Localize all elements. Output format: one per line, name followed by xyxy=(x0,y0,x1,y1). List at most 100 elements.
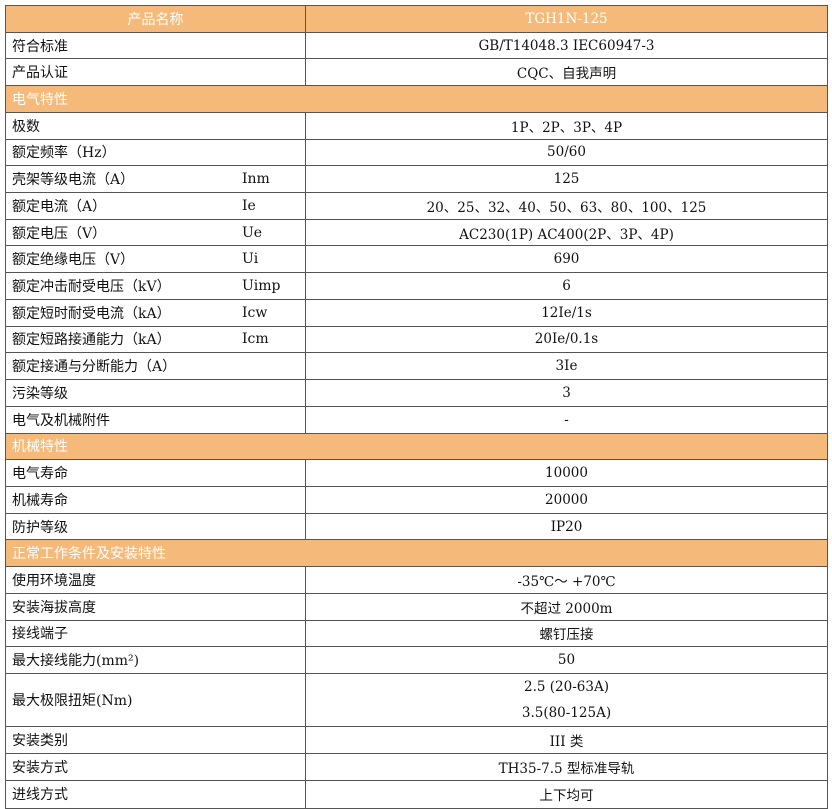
param-label: 额定频率（Hz） xyxy=(12,145,116,162)
value-cell: 上下均可 xyxy=(306,781,827,808)
param-cell: 额定接通与分断能力（A） xyxy=(6,353,306,380)
table-row: 安装方式 TH35-7.5 型标准导轨 xyxy=(6,754,827,781)
param-cell: 电气及机械附件 xyxy=(6,406,306,433)
value-cell: 3 xyxy=(306,380,827,406)
section-header: 电气特性 xyxy=(6,86,827,113)
param-value: III 类 xyxy=(549,734,584,751)
table-row: 最大极限扭矩(Nm) 2.5 (20-63A) 3.5(80-125A) xyxy=(6,673,827,728)
param-cell: 产品认证 xyxy=(6,59,306,86)
table-row: 额定接通与分断能力（A） 3Ie xyxy=(6,353,827,381)
value-cell: III 类 xyxy=(306,727,827,753)
param-cell: 电气寿命 xyxy=(6,460,306,486)
param-value: 20000 xyxy=(545,491,588,508)
value-cell: 螺钉压接 xyxy=(306,621,827,647)
value-cell: 12Ie/1s xyxy=(306,300,827,326)
param-label: 机械寿命 xyxy=(12,492,68,509)
param-label: 最大接线能力(mm²) xyxy=(12,653,140,670)
param-value: 3.5(80-125A) xyxy=(521,705,612,722)
value-cell: GB/T14048.3 IEC60947-3 xyxy=(306,33,827,59)
table-row: 最大接线能力(mm²) 50 xyxy=(6,647,827,674)
param-label: 接线端子 xyxy=(12,626,68,643)
param-value: 6 xyxy=(562,278,571,295)
param-label: 额定绝缘电压（V） xyxy=(12,252,135,269)
param-value: 1P、2P、3P、4P xyxy=(510,119,623,136)
value-cell: 50 xyxy=(306,647,827,673)
param-cell: 污染等级 xyxy=(6,380,306,406)
param-cell: 额定电压（V） Ue xyxy=(6,219,306,246)
header-name-label: 产品名称 xyxy=(6,6,306,32)
table-row: 使用环境温度 -35℃～ +70℃ xyxy=(6,567,827,594)
param-cell: 进线方式 xyxy=(6,780,306,808)
param-value: 10000 xyxy=(545,465,588,482)
param-symbol: Uimp xyxy=(242,278,281,295)
table-row: 电气及机械附件 - xyxy=(6,406,827,434)
param-value: TH35-7.5 型标准导轨 xyxy=(498,760,635,777)
param-symbol: Icm xyxy=(242,331,269,348)
table-row: 接线端子 螺钉压接 xyxy=(6,620,827,648)
value-cell: 3Ie xyxy=(306,353,827,379)
param-label: 安装方式 xyxy=(12,759,68,776)
table-row: 额定绝缘电压（V） Ui 690 xyxy=(6,246,827,274)
table-row: 安装类别 III 类 xyxy=(6,727,827,755)
param-value: 12Ie/1s xyxy=(541,304,592,321)
param-label: 污染等级 xyxy=(12,385,68,402)
value-cell: 690 xyxy=(306,246,827,272)
param-cell: 防护等级 xyxy=(6,513,306,540)
param-label: 安装类别 xyxy=(12,733,68,750)
section-label: 电气特性 xyxy=(12,92,68,109)
value-cell: - xyxy=(306,407,827,433)
table-row: 电气寿命 10000 xyxy=(6,460,827,487)
param-symbol: Ue xyxy=(242,224,263,241)
param-cell: 极数 xyxy=(6,112,306,139)
param-cell: 安装海拔高度 xyxy=(6,593,306,620)
param-cell: 额定冲击耐受电压（kV） Uimp xyxy=(6,273,306,299)
table-row: 防护等级 IP20 xyxy=(6,513,827,541)
param-cell: 安装类别 xyxy=(6,727,306,754)
param-label: 电气及机械附件 xyxy=(12,412,110,429)
param-value: 50 xyxy=(557,652,576,669)
param-cell: 额定电流（A） Ie xyxy=(6,193,306,219)
value-cell: 10000 xyxy=(306,460,827,486)
value-cell: 2.5 (20-63A) 3.5(80-125A) xyxy=(306,674,827,726)
param-value: CQC、自我声明 xyxy=(516,66,617,83)
param-symbol: Ui xyxy=(242,251,259,268)
param-cell: 符合标准 xyxy=(6,32,306,59)
param-label: 额定接通与分断能力（A） xyxy=(12,359,177,376)
param-value: 不超过 2000m xyxy=(520,600,613,617)
param-value: 20、25、32、40、50、63、80、100、125 xyxy=(426,199,707,216)
param-cell: 壳架等级电流（A） Inm xyxy=(6,166,306,193)
value-cell: TH35-7.5 型标准导轨 xyxy=(306,754,827,780)
spec-table: 产品名称 TGH1N-125 符合标准 GB/T14048.3 IEC60947-… xyxy=(5,5,828,809)
param-value: 50/60 xyxy=(547,144,586,161)
table-row: 极数 1P、2P、3P、4P xyxy=(6,112,827,140)
value-cell: 20000 xyxy=(306,487,827,513)
param-value: IP20 xyxy=(550,518,583,535)
param-label: 防护等级 xyxy=(12,519,68,536)
value-cell: -35℃～ +70℃ xyxy=(306,567,827,593)
param-cell: 额定短时耐受电流（kA） Icw xyxy=(6,299,306,326)
param-value: 3Ie xyxy=(555,358,578,375)
param-cell: 额定频率（Hz） xyxy=(6,139,306,166)
param-label: 额定冲击耐受电压（kV） xyxy=(12,279,171,296)
value-cell: 20、25、32、40、50、63、80、100、125 xyxy=(306,193,827,219)
param-label: 安装海拔高度 xyxy=(12,599,96,616)
value-cell: CQC、自我声明 xyxy=(306,59,827,85)
param-value: 125 xyxy=(553,171,580,188)
table-row: 额定频率（Hz） 50/60 xyxy=(6,139,827,167)
table-row: 污染等级 3 xyxy=(6,380,827,407)
param-label: 符合标准 xyxy=(12,38,68,55)
section-header: 正常工作条件及安装特性 xyxy=(6,540,827,568)
param-label: 进线方式 xyxy=(12,787,68,804)
param-cell: 额定短路接通能力（kA） Icm xyxy=(6,326,306,353)
section-label: 正常工作条件及安装特性 xyxy=(12,546,166,563)
param-cell: 使用环境温度 xyxy=(6,567,306,593)
table-row: 额定短时耐受电流（kA） Icw 12Ie/1s xyxy=(6,299,827,327)
param-cell: 机械寿命 xyxy=(6,486,306,513)
section-header: 机械特性 xyxy=(6,433,827,461)
param-value: AC230(1P) AC400(2P、3P、4P) xyxy=(459,226,674,243)
table-row: 额定电压（V） Ue AC230(1P) AC400(2P、3P、4P) xyxy=(6,219,827,247)
param-cell: 最大接线能力(mm²) xyxy=(6,647,306,673)
param-value: 20Ie/0.1s xyxy=(534,331,599,348)
param-value: 上下均可 xyxy=(539,788,594,805)
value-cell: 125 xyxy=(306,166,827,192)
